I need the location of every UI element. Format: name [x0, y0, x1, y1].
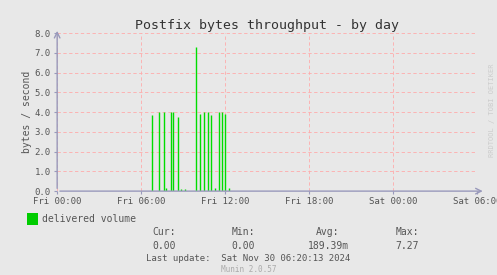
Text: Avg:: Avg:	[316, 227, 340, 237]
Text: 189.39m: 189.39m	[308, 241, 348, 251]
Text: Max:: Max:	[396, 227, 419, 237]
Text: 7.27: 7.27	[396, 241, 419, 251]
Text: Min:: Min:	[232, 227, 255, 237]
Title: Postfix bytes throughput - by day: Postfix bytes throughput - by day	[135, 19, 399, 32]
Text: 0.00: 0.00	[152, 241, 176, 251]
Text: 0.00: 0.00	[232, 241, 255, 251]
Text: Munin 2.0.57: Munin 2.0.57	[221, 265, 276, 274]
Y-axis label: bytes / second: bytes / second	[22, 71, 32, 153]
Text: RRDTOOL / TOBI OETIKER: RRDTOOL / TOBI OETIKER	[489, 63, 495, 157]
Text: delivered volume: delivered volume	[42, 214, 136, 224]
Text: Last update:  Sat Nov 30 06:20:13 2024: Last update: Sat Nov 30 06:20:13 2024	[147, 254, 350, 263]
Text: Cur:: Cur:	[152, 227, 176, 237]
